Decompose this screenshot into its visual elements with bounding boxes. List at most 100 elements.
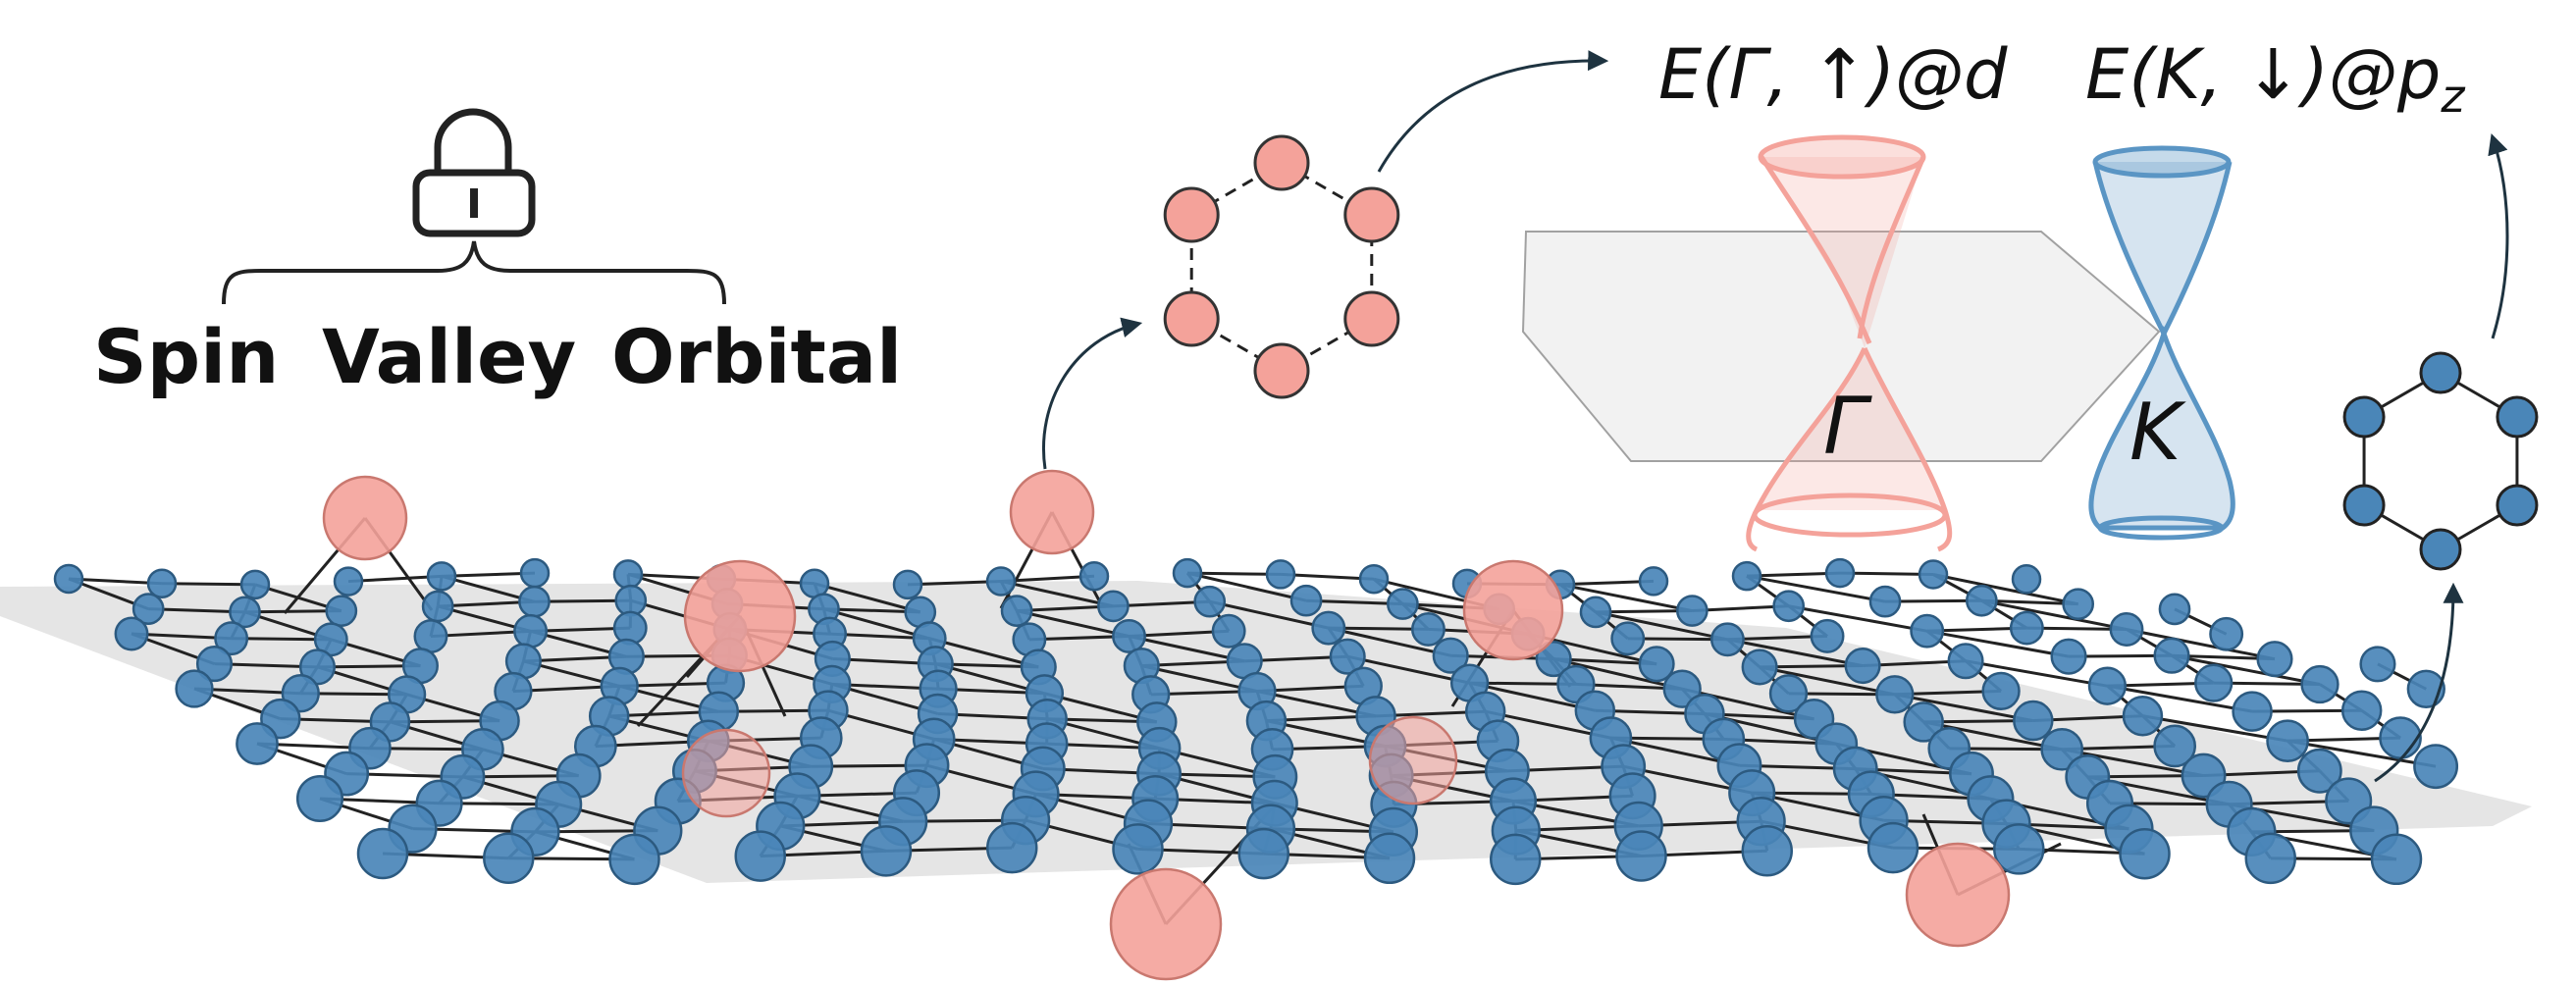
blue-atom xyxy=(2153,724,2196,768)
blue-atom xyxy=(518,585,551,618)
blue-hex-atom xyxy=(2342,395,2386,439)
blue-atom xyxy=(1731,560,1762,592)
pink-hex-atom xyxy=(1343,186,1400,243)
arrow-to-pink-hexagon xyxy=(1042,317,1143,470)
honeycomb-lattice xyxy=(53,469,2459,981)
blue-atom xyxy=(2370,833,2423,886)
lattice-bond xyxy=(1000,580,1114,608)
lattice-bond xyxy=(2287,739,2437,768)
lattice-bond xyxy=(1186,571,1307,602)
blue-atom xyxy=(1432,637,1469,674)
blue-atom xyxy=(1078,561,1110,592)
blue-atom xyxy=(1993,823,2045,875)
blue-atom xyxy=(2050,638,2087,675)
lattice-bond xyxy=(2107,684,2253,713)
blue-atom xyxy=(612,559,644,590)
lattice-bond xyxy=(1596,609,1693,614)
lattice-bond xyxy=(244,609,342,614)
blue-atom xyxy=(1768,674,1809,713)
blue-atom xyxy=(2359,646,2396,683)
blue-atom xyxy=(2119,827,2171,880)
blue-atom xyxy=(239,569,271,600)
lattice-bond xyxy=(823,607,920,614)
blue-atom xyxy=(2011,564,2042,595)
lattice-bond xyxy=(2142,714,2288,743)
blue-atom xyxy=(131,593,165,625)
blue-atom xyxy=(2122,695,2164,737)
blue-atom xyxy=(1741,825,1793,877)
blue-atom xyxy=(1638,646,1675,683)
lattice-bond xyxy=(1328,626,1451,657)
blue-atom xyxy=(734,830,786,882)
blue-hex-atom xyxy=(2496,395,2539,439)
lattice-bond xyxy=(1922,720,2063,752)
blue-atom xyxy=(1211,613,1246,649)
blue-atom xyxy=(1615,830,1667,882)
lattice-bond xyxy=(1932,573,2078,606)
blue-atom xyxy=(985,566,1017,597)
blue-atom xyxy=(146,568,178,598)
lattice-bond xyxy=(347,574,443,584)
pink-atom xyxy=(1462,559,1564,661)
blue-atom xyxy=(1172,557,1203,589)
lattice-bond xyxy=(1981,598,2128,631)
lattice-bond xyxy=(1727,638,1864,668)
blue-atom xyxy=(1193,585,1227,618)
blue-atom xyxy=(2413,744,2459,790)
blue-atom xyxy=(2266,719,2309,763)
gamma-cone: Γ xyxy=(1746,134,1953,552)
lattice-bond xyxy=(1692,604,1789,613)
lattice-bond xyxy=(1839,571,1934,576)
pink-atom xyxy=(1009,469,1095,555)
lattice-bond xyxy=(1129,635,1245,663)
lattice-bond xyxy=(68,577,163,586)
pink-hex-atom xyxy=(1253,134,1310,191)
lattice-bond xyxy=(2126,628,2276,661)
lattice-bond xyxy=(1559,579,1655,587)
lattice-bond xyxy=(1788,604,1927,633)
lattice-bond xyxy=(814,582,921,614)
blue-atom xyxy=(2296,748,2342,794)
blue-atom xyxy=(2009,610,2044,646)
blue-atom xyxy=(1237,827,1289,880)
blue-atom xyxy=(1910,613,1945,649)
blue-atom xyxy=(2194,663,2234,702)
blue-atom xyxy=(1289,584,1323,617)
lattice-bond xyxy=(161,582,256,587)
blue-hexagon-inset xyxy=(2342,351,2539,571)
pink-atom xyxy=(1368,715,1458,805)
blue-atom xyxy=(892,569,923,600)
blue-atom xyxy=(1097,590,1130,623)
orbital-label: Orbital xyxy=(611,313,902,400)
pink-atom xyxy=(322,475,408,561)
blue-atom xyxy=(413,619,448,654)
blue-atom xyxy=(986,821,1038,874)
blue-atom xyxy=(2109,612,2144,647)
blue-atom xyxy=(236,722,279,765)
blue-atom xyxy=(2340,690,2383,731)
lattice-bond xyxy=(1759,665,1896,697)
blue-atom xyxy=(860,825,913,877)
brillouin-zone-plane xyxy=(1521,231,2161,462)
blue-atom xyxy=(1535,641,1572,678)
lattice-bond xyxy=(1595,610,1728,642)
blue-atom xyxy=(1662,669,1702,708)
lock-group: Spin Valley Orbital xyxy=(93,108,902,400)
blue-hex-atom xyxy=(2419,351,2462,394)
blue-hex-atom xyxy=(2496,484,2539,527)
blue-atom xyxy=(229,596,261,629)
lattice-bond xyxy=(1113,599,1210,608)
blue-atom xyxy=(1866,821,1919,874)
blue-atom xyxy=(1638,566,1669,597)
lattice-bond xyxy=(2171,653,2321,686)
blue-atom xyxy=(1981,671,2021,711)
blue-atom xyxy=(1709,622,1745,657)
gamma-cone-label: Γ xyxy=(1823,381,1872,472)
valley-label: Valley xyxy=(322,313,576,400)
blue-atom xyxy=(1358,563,1390,595)
blue-hex-atom xyxy=(2419,528,2462,571)
blue-atom xyxy=(421,590,454,623)
lattice-bond xyxy=(2061,748,2204,778)
pink-hex-atom xyxy=(1343,290,1400,347)
